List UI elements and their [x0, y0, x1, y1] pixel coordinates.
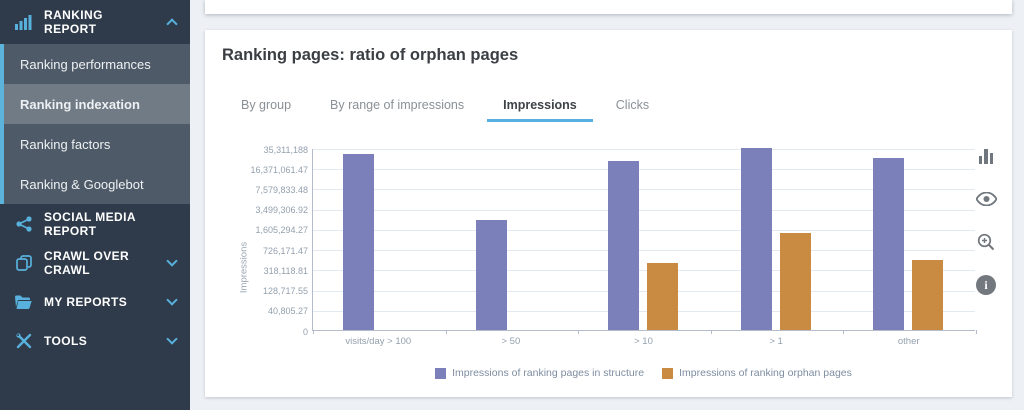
legend-label: Impressions of ranking orphan pages [679, 367, 852, 379]
sidebar-item-label: CRAWL OVER CRAWL [44, 249, 157, 277]
sidebar-item-label: MY REPORTS [44, 295, 127, 309]
app-root: RANKING REPORT Ranking performances Rank… [0, 0, 1024, 410]
sidebar-item-label: SOCIAL MEDIA REPORT [44, 210, 176, 238]
bar-chart-icon [979, 149, 994, 164]
chart-plot-area [312, 149, 975, 331]
chart-card: Ranking pages: ratio of orphan pages By … [205, 30, 1012, 397]
y-axis-tick-label: 35,311,188 [213, 145, 308, 155]
share-icon [14, 214, 33, 233]
sidebar-item-ranking-report[interactable]: RANKING REPORT [0, 0, 190, 44]
bar-chart-icon [14, 13, 33, 32]
bar-orphan[interactable] [912, 260, 943, 330]
y-axis-tick-label: 318,118.81 [213, 266, 308, 276]
info-icon: i [976, 275, 996, 295]
y-axis-tick-label: 1,605,294.27 [213, 225, 308, 235]
legend-item[interactable]: Impressions of ranking orphan pages [662, 367, 852, 379]
y-axis-tick-label: 3,499,306.92 [213, 205, 308, 215]
chevron-down-icon [166, 333, 177, 344]
toggle-visibility-button[interactable] [975, 188, 997, 210]
sidebar-item-ranking-googlebot[interactable]: Ranking & Googlebot [4, 164, 190, 204]
y-axis-tick-label: 40,805.27 [213, 306, 308, 316]
legend-swatch [662, 368, 673, 379]
gridline [313, 149, 975, 150]
tab-clicks[interactable]: Clicks [600, 90, 665, 122]
x-axis-tick-label: > 10 [577, 336, 710, 347]
main-content: Ranking pages: ratio of orphan pages By … [190, 0, 1024, 410]
sidebar-item-label: TOOLS [44, 334, 87, 348]
x-axis-tick [976, 330, 977, 334]
y-axis-tick-label: 7,579,833.48 [213, 185, 308, 195]
tab-by-group[interactable]: By group [225, 90, 307, 122]
legend-label: Impressions of ranking pages in structur… [452, 367, 644, 379]
y-axis-tick-label: 0 [213, 327, 308, 337]
tools-icon [14, 331, 33, 350]
page-title: Ranking pages: ratio of orphan pages [222, 46, 518, 65]
info-button[interactable]: i [975, 274, 997, 296]
bar-structure[interactable] [741, 148, 772, 330]
previous-card-bottom-edge [205, 0, 1012, 14]
chart-tabs: By group By range of impressions Impress… [225, 90, 665, 122]
tab-impressions[interactable]: Impressions [487, 90, 593, 122]
sidebar: RANKING REPORT Ranking performances Rank… [0, 0, 190, 410]
x-axis-tick-label: > 1 [710, 336, 843, 347]
legend-item[interactable]: Impressions of ranking pages in structur… [435, 367, 644, 379]
sidebar-item-ranking-performances[interactable]: Ranking performances [4, 44, 190, 84]
x-axis-tick-label: visits/day > 100 [312, 336, 445, 347]
legend-swatch [435, 368, 446, 379]
x-axis-tick [313, 330, 314, 334]
submenu-item-label: Ranking performances [20, 57, 151, 72]
zoom-button[interactable] [975, 231, 997, 253]
sidebar-item-crawl-over-crawl[interactable]: CRAWL OVER CRAWL [0, 243, 190, 282]
bar-orphan[interactable] [647, 263, 678, 330]
x-axis-tick-label: other [842, 336, 975, 347]
chevron-down-icon [166, 294, 177, 305]
tab-by-range-of-impressions[interactable]: By range of impressions [314, 90, 480, 122]
y-axis-tick-label: 726,171.47 [213, 246, 308, 256]
bar-structure[interactable] [343, 154, 374, 330]
bar-orphan[interactable] [780, 233, 811, 330]
bar-structure[interactable] [608, 161, 639, 330]
bar-structure[interactable] [476, 220, 507, 330]
chart-toolbar: i [972, 145, 1000, 296]
bar-structure[interactable] [873, 158, 904, 330]
sidebar-item-ranking-factors[interactable]: Ranking factors [4, 124, 190, 164]
sidebar-item-label: RANKING REPORT [44, 8, 157, 36]
sidebar-item-my-reports[interactable]: MY REPORTS [0, 282, 190, 321]
chart-type-button[interactable] [975, 145, 997, 167]
chevron-down-icon [166, 255, 177, 266]
folder-icon [14, 292, 33, 311]
sidebar-item-ranking-indexation[interactable]: Ranking indexation [4, 84, 190, 124]
submenu-item-label: Ranking & Googlebot [20, 177, 144, 192]
y-axis-tick-label: 16,371,061.47 [213, 165, 308, 175]
ranking-report-submenu: Ranking performances Ranking indexation … [0, 44, 190, 204]
submenu-item-label: Ranking factors [20, 137, 110, 152]
submenu-item-label: Ranking indexation [20, 97, 140, 112]
sidebar-item-tools[interactable]: TOOLS [0, 321, 190, 360]
x-axis-tick [843, 330, 844, 334]
x-axis-tick [578, 330, 579, 334]
eye-icon [976, 192, 997, 206]
copy-pages-icon [14, 253, 33, 272]
sidebar-item-social-media-report[interactable]: SOCIAL MEDIA REPORT [0, 204, 190, 243]
chart-legend: Impressions of ranking pages in structur… [312, 367, 975, 379]
chevron-up-icon [166, 18, 177, 29]
x-axis-tick-label: > 50 [445, 336, 578, 347]
x-axis-tick [446, 330, 447, 334]
x-axis-tick [711, 330, 712, 334]
y-axis-tick-label: 128,717.55 [213, 286, 308, 296]
zoom-in-icon [977, 233, 995, 251]
